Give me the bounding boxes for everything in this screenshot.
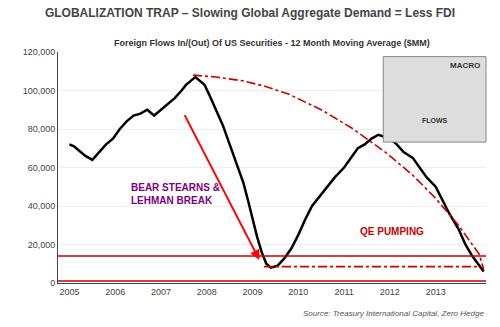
svg-text:BEAR STEARNS &LEHMAN BREAK: BEAR STEARNS &LEHMAN BREAK bbox=[131, 182, 220, 206]
svg-text:Source: Treasury International: Source: Treasury International Capital, … bbox=[303, 309, 484, 318]
svg-text:Foreign Flows In/(Out) Of US S: Foreign Flows In/(Out) Of US Securities … bbox=[114, 38, 430, 48]
svg-text:2008: 2008 bbox=[197, 287, 217, 297]
svg-text:2006: 2006 bbox=[105, 287, 125, 297]
svg-text:2007: 2007 bbox=[151, 287, 171, 297]
svg-text:2012: 2012 bbox=[380, 287, 400, 297]
svg-text:2011: 2011 bbox=[334, 287, 353, 297]
svg-text:40,000: 40,000 bbox=[28, 201, 56, 211]
svg-text:100,000: 100,000 bbox=[23, 86, 56, 96]
svg-text:60,000: 60,000 bbox=[28, 163, 56, 173]
svg-text:0: 0 bbox=[50, 278, 55, 288]
svg-text:20,000: 20,000 bbox=[28, 240, 56, 250]
svg-text:GLOBALIZATION TRAP – Slowing G: GLOBALIZATION TRAP – Slowing Global Aggr… bbox=[45, 6, 455, 20]
svg-text:2013: 2013 bbox=[426, 287, 446, 297]
svg-text:2010: 2010 bbox=[288, 287, 308, 297]
svg-text:2009: 2009 bbox=[243, 287, 263, 297]
svg-text:FLOWS: FLOWS bbox=[422, 117, 448, 124]
svg-text:QE PUMPING: QE PUMPING bbox=[360, 226, 424, 237]
svg-text:120,000: 120,000 bbox=[23, 47, 56, 57]
svg-text:MACRO: MACRO bbox=[450, 61, 480, 70]
svg-text:80,000: 80,000 bbox=[28, 124, 56, 134]
svg-text:2005: 2005 bbox=[59, 287, 79, 297]
